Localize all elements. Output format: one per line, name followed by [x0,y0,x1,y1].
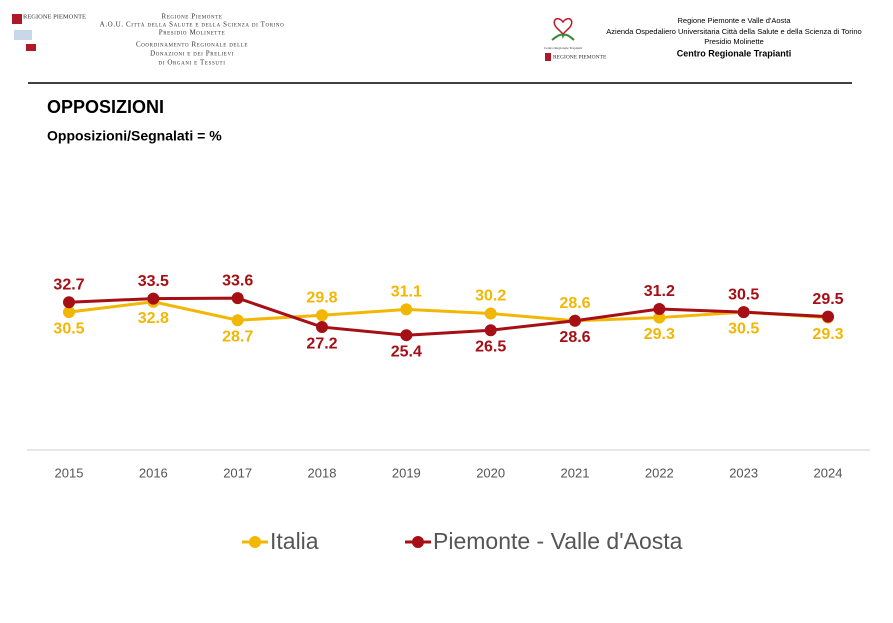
chart-title: OPPOSIZIONI [47,97,164,117]
data-point [737,306,750,319]
data-point [400,303,413,316]
legend-swatch [412,536,424,548]
logo-flag [545,53,551,61]
data-label: 31.2 [644,283,675,300]
header-line: A.O.U. Città della Salute e della Scienz… [100,21,285,29]
x-tick-label: 2016 [139,465,168,480]
data-point [484,324,497,337]
data-point [484,307,497,320]
header-line: di Organi e Tessuti [159,59,226,67]
data-label: 29.3 [812,326,843,343]
data-label: 30.5 [53,320,84,337]
logo-flag [12,14,22,24]
x-tick-label: 2015 [55,465,84,480]
data-label: 28.7 [222,328,253,345]
data-point [231,314,244,327]
chart-subtitle: Opposizioni/Segnalati = % [47,128,222,144]
data-label: 29.3 [644,326,675,343]
data-label: 30.2 [475,288,506,305]
data-point [231,292,244,305]
data-label: 25.4 [391,343,422,360]
data-point [822,310,834,323]
header-line: Azienda Ospedaliero Universitaria Città … [606,27,861,36]
right-logo: Centro Regionale Trapianti REGIONE PIEMO… [544,18,607,61]
data-point [147,292,160,305]
x-tick-label: 2024 [814,465,843,480]
logo-text: REGIONE PIEMONTE [23,13,86,20]
x-tick-label: 2021 [561,465,590,480]
legend-label: Piemonte - Valle d'Aosta [433,528,683,554]
data-label: 32.7 [53,276,84,293]
x-tick-label: 2017 [223,465,252,480]
data-label: 28.6 [559,329,590,346]
x-tick-label: 2023 [729,465,758,480]
header-line: Presidio Molinette [159,29,226,37]
header-line: Centro Regionale Trapianti [677,48,792,58]
header-line: Regione Piemonte [161,13,222,21]
logo-flag [26,44,36,51]
left-logo: REGIONE PIEMONTE [12,13,86,51]
data-point [316,321,328,334]
heart-logo [553,18,573,36]
legend-label: Italia [270,528,319,554]
right-header: Regione Piemonte e Valle d'Aosta Azienda … [606,16,861,58]
x-tick-label: 2019 [392,465,421,480]
data-point [653,302,666,315]
header-line: Coordinamento Regionale delle [136,41,248,49]
data-label: 29.5 [812,291,843,308]
header-line: Donazioni e dei Prelievi [150,50,234,58]
data-label: 30.5 [728,286,759,303]
data-point [653,311,666,324]
data-point [63,306,75,319]
data-label: 26.5 [475,338,506,355]
series-line [68,296,829,337]
data-label: 29.8 [306,290,337,307]
data-point [63,296,75,309]
logo-emblem [14,30,32,40]
header-line: Presidio Molinette [704,37,764,46]
data-label: 28.6 [559,295,590,312]
data-label: 27.2 [306,335,337,352]
x-tick-label: 2020 [476,465,505,480]
x-tick-label: 2018 [308,465,337,480]
header-line: Regione Piemonte e Valle d'Aosta [677,16,791,25]
leaf-logo [551,33,575,41]
data-point [569,314,581,327]
data-point [316,309,328,322]
logo-text: REGIONE PIEMONTE [553,54,607,60]
data-label: 30.5 [728,320,759,337]
data-label: 33.5 [138,273,169,290]
legend-swatch [249,536,261,548]
data-point [400,329,413,342]
data-label: 31.1 [391,284,422,301]
logo-caption: Centro Regionale Trapianti [544,46,582,50]
series-line [68,300,829,323]
data-label: 32.8 [138,310,169,327]
x-tick-label: 2022 [645,465,674,480]
data-label: 33.6 [222,272,253,289]
